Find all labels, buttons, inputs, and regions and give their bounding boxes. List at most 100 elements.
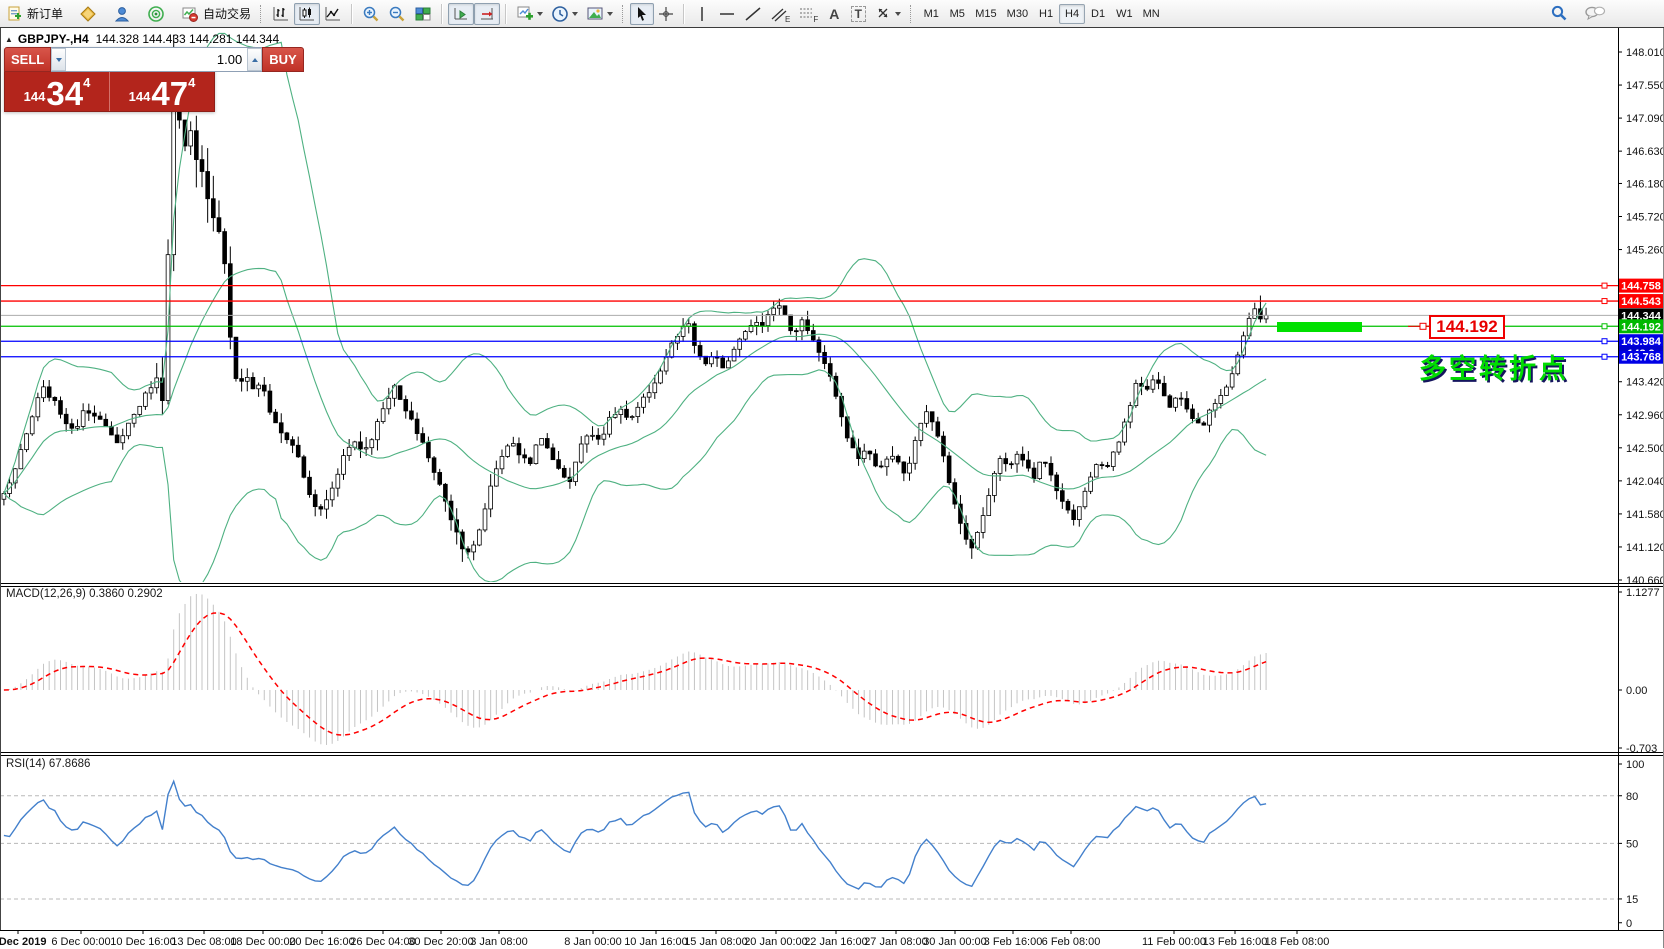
autotrading-label: 自动交易 — [203, 7, 252, 21]
trendline-icon — [745, 6, 761, 21]
trade-panel-price-row: 144 34 4 144 47 4 — [4, 72, 215, 112]
highlight-rectangle-annotation[interactable] — [1277, 322, 1362, 332]
collapse-panel-arrow[interactable]: ▲ — [5, 34, 13, 44]
macd-axis-label: 1.1277 — [1626, 587, 1660, 599]
buy-price-sup: 4 — [188, 75, 196, 90]
search-button[interactable] — [1546, 2, 1572, 24]
arrows-icon — [878, 8, 888, 17]
trade-panel-top-row: SELL BUY — [4, 47, 304, 72]
autotrading-button[interactable]: 自动交易 — [177, 3, 255, 25]
time-axis-label: 13 Feb 16:00 — [1203, 936, 1268, 948]
sell-price[interactable]: 144 34 4 — [5, 72, 109, 111]
price-line-label-bg — [1619, 308, 1663, 323]
new-chart-button[interactable] — [512, 3, 547, 25]
buy-price[interactable]: 144 47 4 — [109, 72, 214, 111]
bollinger-middle-line — [3, 267, 1267, 494]
search-icon — [1551, 5, 1567, 21]
new-chart-icon — [517, 6, 534, 20]
toolbar-grip — [910, 4, 913, 23]
line-anchor-marker[interactable] — [1601, 338, 1608, 345]
price-axis-label: 146.180 — [1626, 178, 1664, 190]
timeframe-mn[interactable]: MN — [1138, 4, 1165, 24]
line-chart-mode-button[interactable] — [320, 3, 346, 25]
community-user-icon — [114, 6, 130, 21]
line-anchor-marker[interactable] — [1601, 353, 1608, 360]
candlestick-mode-button[interactable] — [294, 2, 321, 25]
cursor-tool-button[interactable] — [630, 2, 655, 25]
signals-radar-icon — [148, 5, 164, 22]
periods-button[interactable] — [547, 3, 582, 25]
line-anchor-marker[interactable] — [1601, 323, 1608, 330]
chart-shift-button[interactable] — [474, 2, 501, 25]
bollinger-bands-layer — [3, 32, 1267, 582]
horizontal-line-tool-button[interactable] — [714, 3, 740, 25]
line-anchor-marker[interactable] — [1601, 298, 1608, 305]
arrows-tool-button[interactable] — [870, 3, 905, 25]
timeframe-h4[interactable]: H4 — [1059, 3, 1086, 24]
price-axis-label: 142.040 — [1626, 476, 1664, 488]
cursor-icon — [638, 6, 647, 21]
time-axis-label: 10 Jan 16:00 — [624, 936, 688, 948]
dropdown-caret — [572, 11, 579, 16]
time-axis-label: 26 Dec 04:00 — [350, 936, 415, 948]
metaeditor-button[interactable] — [75, 3, 101, 25]
zoom-in-icon — [363, 6, 379, 21]
timeframe-m15[interactable]: M15 — [970, 4, 1001, 24]
bollinger-upper-line — [3, 32, 1267, 494]
timeframe-h1[interactable]: H1 — [1033, 4, 1059, 24]
buy-button[interactable]: BUY — [262, 47, 304, 72]
timeframe-m5[interactable]: M5 — [944, 4, 970, 24]
time-axis-label: 20 Jan 00:00 — [744, 936, 808, 948]
callout-anchor-marker[interactable] — [1419, 322, 1427, 330]
bar-chart-mode-button[interactable] — [268, 3, 294, 25]
toolbar-grip — [260, 4, 263, 23]
volume-increase-button[interactable] — [247, 48, 263, 71]
line-anchor-marker[interactable] — [1601, 282, 1608, 289]
price-axis-label: 140.660 — [1626, 575, 1664, 587]
community-button[interactable] — [109, 3, 135, 25]
time-axis-label: 30 Dec 20:00 — [408, 936, 473, 948]
turning-point-annotation[interactable]: 多空转折点 — [1419, 354, 1569, 385]
macd-axis: 1.1277 0.00 -0.703 — [1618, 587, 1660, 755]
tile-windows-button[interactable] — [410, 3, 436, 25]
text-tool-button[interactable]: A — [822, 3, 846, 25]
chat-button[interactable] — [1580, 2, 1610, 24]
timeframe-w1[interactable]: W1 — [1111, 4, 1138, 24]
timeframe-m30[interactable]: M30 — [1002, 4, 1033, 24]
autotrading-icon — [182, 7, 199, 22]
chart-shift-icon — [481, 7, 494, 19]
timeframe-d1[interactable]: D1 — [1085, 4, 1111, 24]
text-tool-icon: A — [829, 5, 840, 22]
volume-input[interactable] — [66, 48, 248, 71]
volume-decrease-button[interactable] — [51, 48, 67, 71]
fibonacci-tool-button[interactable]: F — [794, 3, 822, 25]
price-line-label: 144.543 — [1621, 296, 1661, 308]
new-order-icon — [8, 6, 21, 21]
channel-tool-button[interactable]: E — [766, 3, 794, 25]
auto-scroll-button[interactable] — [448, 2, 475, 25]
timeframe-m1[interactable]: M1 — [918, 4, 944, 24]
zoom-in-button[interactable] — [358, 3, 384, 25]
templates-button[interactable] — [582, 3, 617, 25]
vertical-line-tool-button[interactable] — [690, 3, 714, 25]
signals-button[interactable] — [143, 3, 169, 25]
macd-axis-label: -0.703 — [1626, 743, 1657, 755]
zoom-out-button[interactable] — [384, 3, 410, 25]
auto-scroll-icon — [454, 7, 468, 19]
price-callout-box[interactable]: 144.192 — [1429, 315, 1505, 339]
new-order-button[interactable]: 新订单 — [2, 3, 67, 25]
trendline-tool-button[interactable] — [740, 3, 766, 25]
price-line-label-bg — [1619, 334, 1663, 349]
crosshair-tool-button[interactable] — [654, 3, 678, 25]
candles-layer — [1, 34, 1269, 562]
sell-button[interactable]: SELL — [4, 47, 52, 72]
line-chart-icon — [325, 6, 341, 20]
price-axis-label: 142.500 — [1626, 443, 1664, 455]
fibonacci-icon-letter: F — [813, 14, 819, 24]
time-axis-label: 6 Dec 00:00 — [51, 936, 110, 948]
rsi-line — [3, 779, 1267, 890]
text-label-tool-button[interactable]: T — [846, 3, 870, 25]
